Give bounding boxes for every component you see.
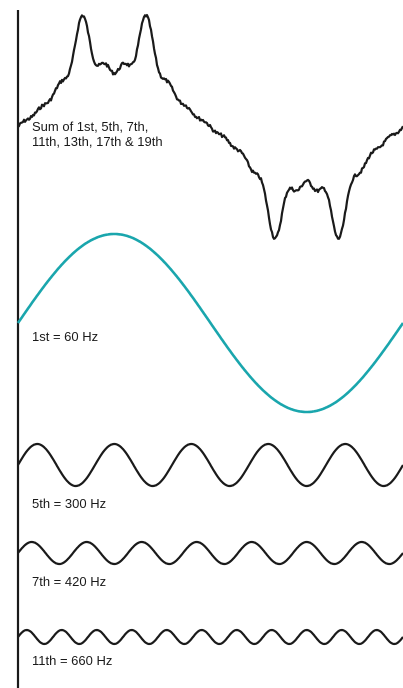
seventh-harmonic-waveform — [17, 540, 403, 566]
fifth-harmonic-label: 5th = 300 Hz — [32, 496, 106, 511]
eleventh-harmonic-waveform — [17, 628, 403, 646]
fundamental-1st-waveform — [16, 232, 403, 414]
fundamental-label: 1st = 60 Hz — [32, 329, 98, 344]
eleventh-harmonic-label: 11th = 660 Hz — [32, 653, 112, 668]
fifth-harmonic-waveform — [17, 442, 403, 488]
seventh-harmonic-label: 7th = 420 Hz — [32, 574, 106, 589]
sum-label-line1: Sum of 1st, 5th, 7th, — [32, 119, 148, 134]
sum-label-line2: 11th, 13th, 17th & 19th — [32, 134, 163, 149]
sum-waveform — [17, 14, 403, 240]
